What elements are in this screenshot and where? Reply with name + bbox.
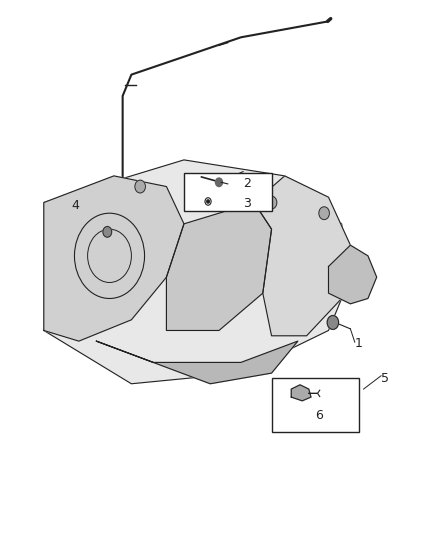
Text: 5: 5 xyxy=(381,372,389,385)
Polygon shape xyxy=(44,176,184,341)
Bar xyxy=(184,173,272,211)
Bar xyxy=(272,378,359,432)
Circle shape xyxy=(135,180,145,193)
Circle shape xyxy=(319,207,329,220)
Text: 2: 2 xyxy=(243,177,251,190)
Polygon shape xyxy=(96,341,298,384)
Text: 6: 6 xyxy=(315,409,323,422)
Polygon shape xyxy=(328,245,377,304)
Polygon shape xyxy=(166,203,272,330)
Circle shape xyxy=(214,175,224,188)
Circle shape xyxy=(103,227,112,237)
Circle shape xyxy=(327,316,339,329)
Circle shape xyxy=(215,178,223,187)
Circle shape xyxy=(266,196,277,209)
Text: 3: 3 xyxy=(243,197,251,210)
Polygon shape xyxy=(254,176,350,336)
Text: 1: 1 xyxy=(355,337,363,350)
Polygon shape xyxy=(291,385,311,401)
Circle shape xyxy=(207,200,209,203)
Polygon shape xyxy=(44,160,350,384)
Text: 4: 4 xyxy=(71,199,79,212)
